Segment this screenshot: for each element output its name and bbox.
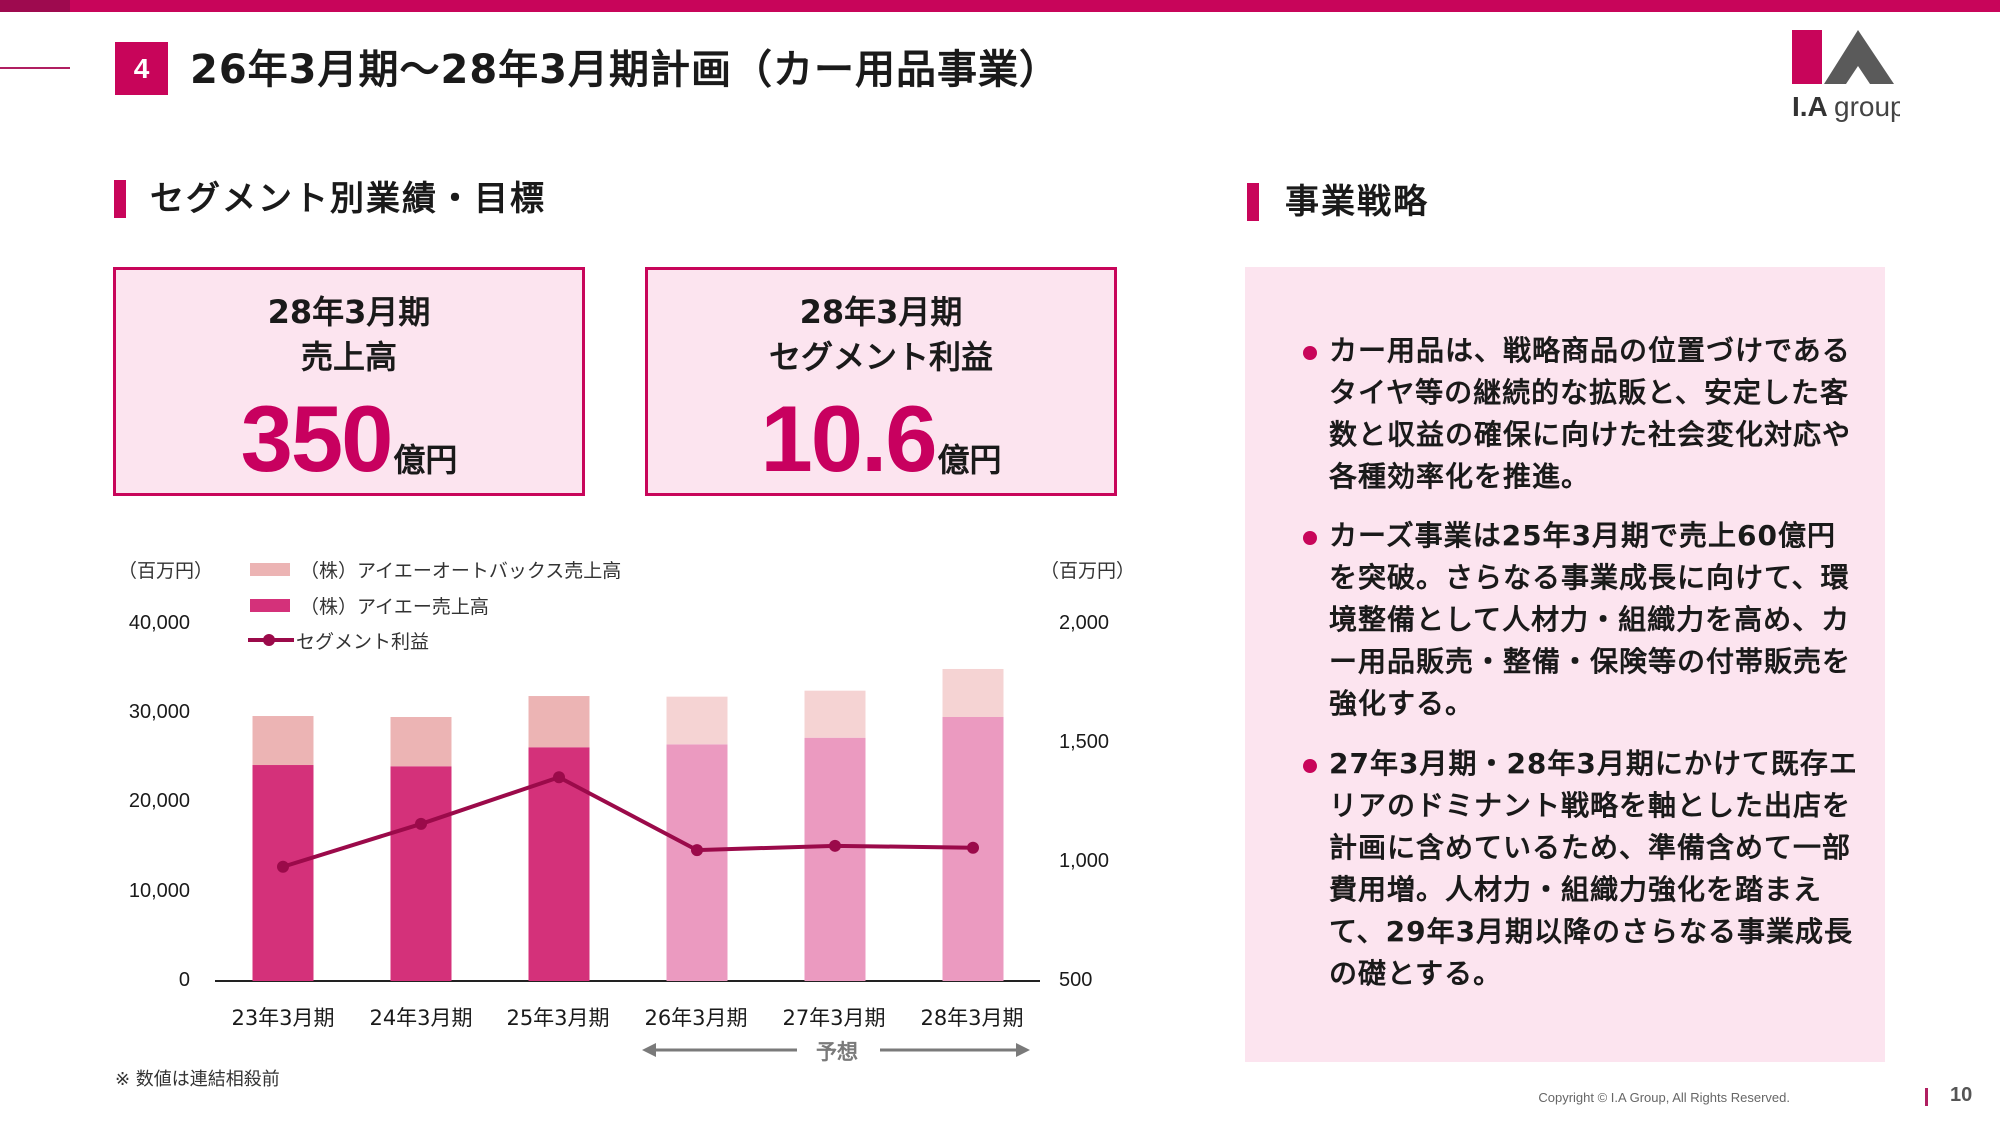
page-title: 26年3月期～28年3月期計画（カー用品事業） [190,47,1060,93]
segment-profit-point [967,841,979,854]
legend-label: セグメント利益 [296,630,430,653]
kpi-value-row: 10.6億円 [648,385,1114,493]
left-tick-label: 30,000 [128,701,190,723]
kpi-value-row: 350億円 [116,385,582,493]
top-accent-bar [0,0,2000,12]
strategy-panel: カー用品は、戦略商品の位置づけであるタイヤ等の継続的な拡販と、安定した客数と収益… [1245,267,1885,1062]
category-label: 25年3月期 [506,1006,610,1030]
category-label: 26年3月期 [644,1006,748,1030]
kpi-value: 10.6 [760,386,938,491]
category-label: 27年3月期 [782,1006,886,1030]
segment-profit-point [691,844,703,857]
segment-profit-point [829,839,841,852]
right-tick-label: 1,500 [1059,731,1110,753]
sales-profit-chart [215,668,1040,982]
kpi-card-sales: 28年3月期 売上高 350億円 [113,267,585,496]
bar-autobacs-sales [390,716,452,767]
strategy-bullet: 27年3月期・28年3月期にかけて既存エリアのドミナント戦略を軸とした出店を計画… [1303,743,1863,995]
left-tick-label: 0 [178,969,190,991]
section-marker [1247,183,1259,221]
legend-swatch [250,562,290,576]
legend-ia-sales: （株）アイエー売上高 [250,593,489,618]
category-label: 23年3月期 [231,1006,335,1030]
top-accent-bar-dark [0,0,70,12]
bar-ia-sales [390,766,452,981]
footnote: ※ 数値は連結相殺前 [115,1069,280,1090]
left-tick-label: 40,000 [128,612,190,634]
left-tick-label: 20,000 [128,790,190,812]
kpi-period: 28年3月期 [799,293,963,331]
section-marker [114,180,126,218]
page-number: 10 [1950,1084,1973,1106]
legend-autobacs-sales: （株）アイエーオートバックス売上高 [250,557,622,582]
segment-profit-point [415,817,427,830]
bar-autobacs-sales [942,668,1004,717]
svg-text:I.A: I.A [1792,91,1828,122]
category-label: 28年3月期 [920,1006,1024,1030]
legend-line-marker-icon [248,634,294,646]
bar-ia-sales [252,765,314,981]
bar-autobacs-sales [666,696,728,745]
footer-separator [1925,1088,1928,1106]
bar-autobacs-sales [252,716,314,766]
legend-swatch [250,598,290,612]
kpi-value: 350 [240,386,394,491]
kpi-unit: 億円 [937,441,1002,479]
strategy-bullet: カー用品は、戦略商品の位置づけであるタイヤ等の継続的な拡販と、安定した客数と収益… [1303,330,1863,498]
right-axis-unit: （百万円） [1040,560,1136,582]
kpi-card-segment-profit: 28年3月期 セグメント利益 10.6億円 [645,267,1117,496]
segment-profit-line [282,775,974,869]
bar-ia-sales [666,744,728,981]
segment-profit-point [277,860,289,873]
bar-autobacs-sales [528,696,590,748]
svg-text:group: group [1834,91,1900,122]
bar-ia-sales [804,737,866,981]
left-tick-label: 10,000 [128,880,190,902]
category-label: 24年3月期 [369,1006,473,1030]
legend-label: （株）アイエーオートバックス売上高 [300,559,622,582]
legend-label: （株）アイエー売上高 [300,595,489,618]
bullet-text: 27年3月期・28年3月期にかけて既存エリアのドミナント戦略を軸とした出店を計画… [1329,747,1858,990]
strategy-bullet: カーズ事業は25年3月期で売上60億円を突破。さらなる事業成長に向けて、環境整備… [1303,515,1863,725]
forecast-label: 予想 [816,1040,858,1064]
forecast-range-arrow-icon [642,1043,1030,1057]
ia-group-logo: I.A group [1790,28,1906,123]
bullet-dot-icon [1303,759,1317,773]
section-number-badge: 4 [115,42,168,95]
right-tick-label: 1,000 [1059,850,1110,872]
kpi-label: 売上高 [300,338,397,376]
copyright: Copyright © I.A Group, All Rights Reserv… [1538,1090,1790,1105]
bullet-text: カー用品は、戦略商品の位置づけであるタイヤ等の継続的な拡販と、安定した客数と収益… [1329,334,1852,493]
strategy-section-title: 事業戦略 [1285,182,1429,222]
right-tick-label: 500 [1059,969,1093,991]
bar-autobacs-sales [804,690,866,738]
kpi-unit: 億円 [393,441,458,479]
bullet-dot-icon [1303,531,1317,545]
bullet-dot-icon [1303,346,1317,360]
kpi-label: セグメント利益 [768,338,993,376]
segment-profit-point [553,771,565,784]
logo-mark-icon: I.A group [1792,30,1906,122]
bullet-text: カーズ事業は25年3月期で売上60億円を突破。さらなる事業成長に向けて、環境整備… [1329,519,1852,720]
header-rule [0,67,70,69]
left-axis-unit: （百万円） [118,560,214,582]
right-tick-label: 2,000 [1059,612,1110,634]
segment-section-title: セグメント別業績・目標 [150,179,546,219]
kpi-period: 28年3月期 [267,293,431,331]
legend-segment-profit: セグメント利益 [248,628,430,653]
